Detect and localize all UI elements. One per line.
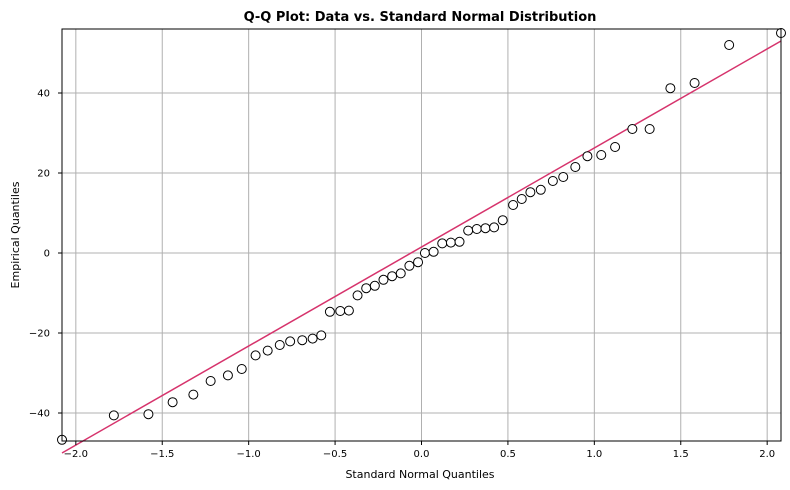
data-point bbox=[665, 83, 676, 94]
data-point bbox=[324, 306, 335, 317]
x-axis-ticks: −2.0 −1.5 −1.0 −0.5 0.0 0.5 1.0 1.5 2.0 bbox=[64, 441, 775, 460]
data-point bbox=[297, 335, 308, 346]
data-point bbox=[535, 184, 546, 195]
data-point bbox=[480, 223, 491, 234]
data-point bbox=[570, 162, 581, 172]
data-point bbox=[508, 200, 519, 210]
data-point bbox=[335, 306, 346, 316]
data-point bbox=[307, 333, 318, 344]
data-point bbox=[404, 260, 415, 271]
data-point bbox=[274, 340, 285, 350]
data-point bbox=[419, 248, 430, 258]
data-point bbox=[454, 236, 465, 247]
data-point bbox=[627, 124, 638, 134]
x-tick-label: 2.0 bbox=[759, 449, 775, 460]
data-point bbox=[610, 142, 621, 152]
data-point bbox=[428, 246, 439, 257]
data-point bbox=[205, 376, 216, 386]
data-point bbox=[361, 283, 372, 294]
x-axis-label: Standard Normal Quantiles bbox=[345, 468, 494, 481]
data-point bbox=[378, 274, 389, 285]
data-point bbox=[516, 194, 527, 204]
data-point bbox=[689, 78, 700, 88]
data-point bbox=[596, 150, 607, 160]
data-point bbox=[413, 257, 424, 268]
x-tick-label: −2.0 bbox=[64, 449, 88, 460]
x-tick-label: −0.5 bbox=[323, 449, 347, 460]
data-point bbox=[352, 290, 363, 301]
x-tick-label: −1.5 bbox=[150, 449, 174, 460]
y-tick-label: 20 bbox=[37, 169, 50, 180]
data-point bbox=[724, 40, 735, 50]
data-point bbox=[644, 124, 655, 134]
y-tick-label: −40 bbox=[29, 409, 50, 420]
data-point bbox=[143, 409, 154, 420]
data-point bbox=[437, 238, 448, 249]
x-tick-label: −1.0 bbox=[237, 449, 261, 460]
data-point bbox=[250, 350, 261, 361]
data-point bbox=[236, 364, 247, 374]
data-point bbox=[167, 397, 178, 408]
y-axis-ticks: −40 −20 0 20 40 bbox=[29, 89, 62, 420]
data-point bbox=[547, 176, 558, 186]
data-point bbox=[489, 222, 500, 233]
data-point bbox=[445, 237, 456, 248]
data-point bbox=[582, 151, 593, 162]
y-tick-label: 0 bbox=[44, 249, 50, 260]
data-point bbox=[395, 268, 406, 279]
grid-lines bbox=[62, 29, 781, 441]
reference-line bbox=[61, 40, 782, 454]
y-tick-label: −20 bbox=[29, 329, 50, 340]
data-point bbox=[387, 271, 398, 282]
x-tick-label: 0.0 bbox=[414, 449, 430, 460]
data-point bbox=[463, 225, 474, 236]
chart-title: Q-Q Plot: Data vs. Standard Normal Distr… bbox=[244, 10, 597, 25]
data-point bbox=[558, 172, 569, 182]
data-point bbox=[471, 224, 482, 234]
data-point bbox=[222, 370, 233, 381]
data-point bbox=[343, 305, 354, 316]
data-points bbox=[57, 28, 786, 445]
y-axis-label: Empirical Quantiles bbox=[9, 181, 22, 288]
data-point bbox=[497, 215, 508, 226]
x-tick-label: 1.5 bbox=[673, 449, 689, 460]
data-point bbox=[108, 410, 119, 421]
data-point bbox=[262, 345, 273, 356]
data-point bbox=[188, 389, 199, 400]
x-tick-label: 0.5 bbox=[500, 449, 516, 460]
data-point bbox=[285, 336, 296, 347]
data-point bbox=[369, 280, 380, 291]
data-point bbox=[525, 187, 536, 198]
y-tick-label: 40 bbox=[37, 89, 50, 100]
data-point bbox=[316, 330, 327, 341]
x-tick-label: 1.0 bbox=[586, 449, 602, 460]
